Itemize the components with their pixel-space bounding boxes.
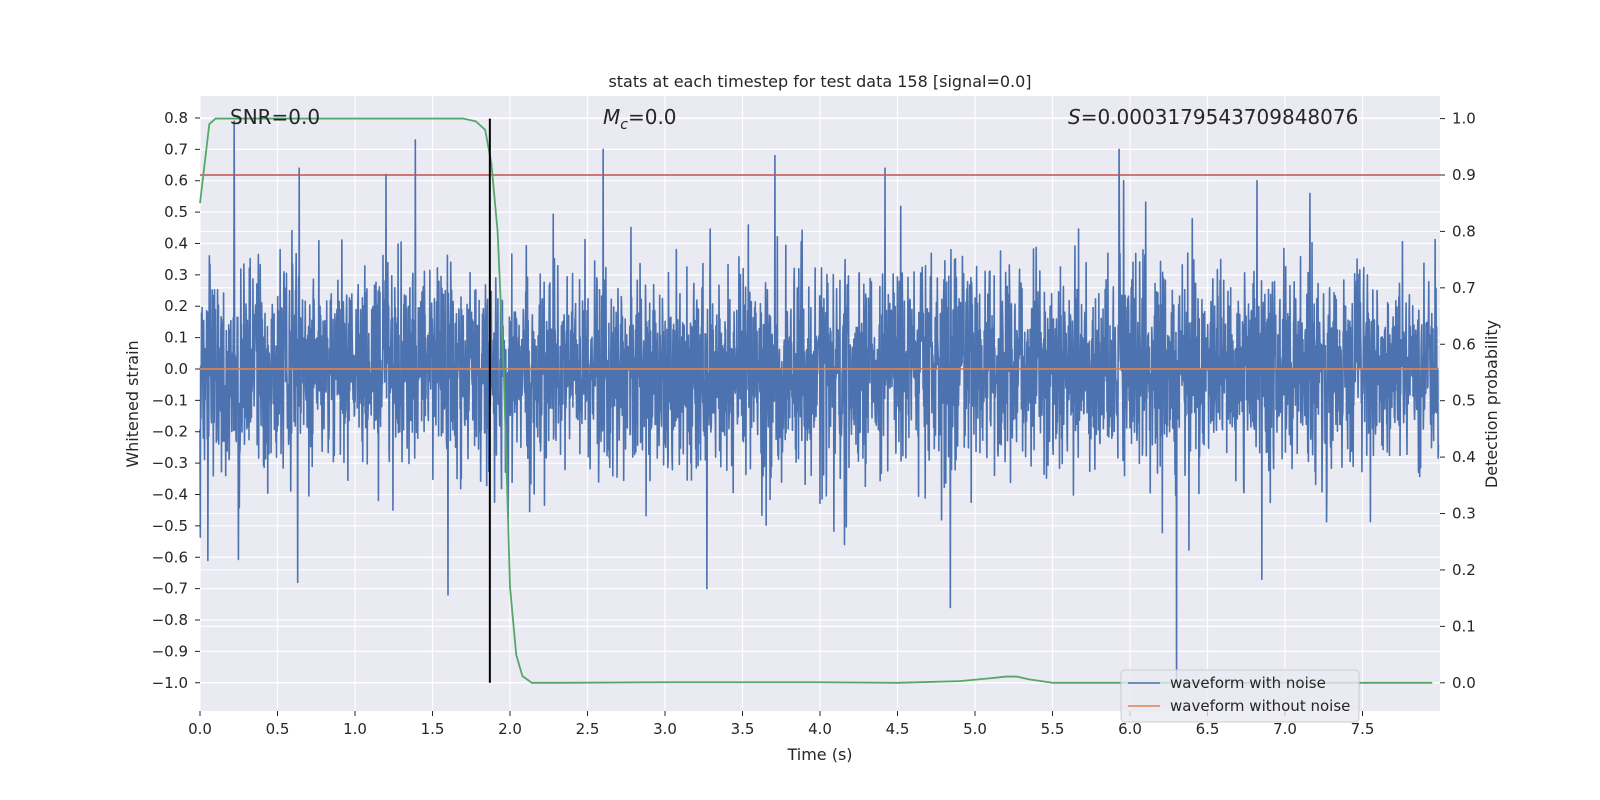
snr-annotation: SNR=0.0: [230, 105, 320, 129]
y-left-tick-label: 0.3: [164, 266, 188, 284]
y-right-tick-label: 0.2: [1452, 561, 1476, 579]
y-axis-left-label: Whitened strain: [123, 340, 142, 467]
series-waveform-with-noise: [199, 120, 1440, 684]
x-tick-label: 3.0: [653, 720, 677, 738]
y-left-tick-label: 0.7: [164, 140, 188, 158]
x-tick-label: 0.0: [188, 720, 212, 738]
score-symbol: S: [1068, 105, 1081, 129]
legend: waveform with noise waveform without noi…: [1120, 669, 1360, 723]
x-tick-label: 2.5: [576, 720, 600, 738]
y-left-tick-label: −0.5: [152, 517, 188, 535]
score-annotation: S=0.0003179543709848076: [1068, 105, 1358, 129]
y-axis-right: 1.0 0.9 0.8 0.7 0.6 0.5 0.4 0.3 0.2 0.1 0.0: [1440, 110, 1476, 692]
chirp-mass-subscript: c: [620, 117, 628, 133]
x-tick-label: 4.0: [808, 720, 832, 738]
y-right-tick-label: 0.1: [1452, 617, 1476, 635]
y-axis-left: 0.8 0.7 0.6 0.5 0.4 0.3 0.2 0.1 0.0 −0.1 −0.2 −0.3 −…: [152, 109, 200, 692]
y-right-tick-label: 0.4: [1452, 448, 1476, 466]
chart-title: stats at each timestep for test data 158…: [608, 72, 1031, 91]
y-left-tick-label: −0.3: [152, 454, 188, 472]
x-tick-label: 5.5: [1041, 720, 1065, 738]
chirp-mass-value: =0.0: [628, 105, 677, 129]
legend-box: [1120, 669, 1360, 723]
y-left-tick-label: −0.1: [152, 391, 188, 409]
y-right-tick-label: 0.9: [1452, 166, 1476, 184]
y-left-tick-label: 0.4: [164, 234, 188, 252]
y-left-tick-label: 0.6: [164, 172, 188, 190]
y-right-tick-label: 0.7: [1452, 279, 1476, 297]
series-detection-probability: [199, 117, 1433, 684]
x-tick-label: 6.5: [1196, 720, 1220, 738]
x-axis-label: Time (s): [786, 745, 852, 764]
y-left-tick-label: 0.0: [164, 360, 188, 378]
y-left-tick-label: 0.5: [164, 203, 188, 221]
chirp-mass-annotation: Mc=0.0: [603, 105, 677, 133]
chirp-mass-symbol: M: [603, 105, 620, 129]
y-right-tick-label: 0.0: [1452, 674, 1476, 692]
y-axis-right-label: Detection probability: [1482, 320, 1501, 488]
y-right-tick-label: 0.5: [1452, 392, 1476, 410]
x-tick-label: 3.5: [731, 720, 755, 738]
y-left-tick-label: −0.2: [152, 423, 188, 441]
x-tick-label: 4.5: [886, 720, 910, 738]
x-tick-label: 1.0: [343, 720, 367, 738]
y-left-tick-label: −0.7: [152, 580, 188, 598]
x-tick-label: 7.0: [1273, 720, 1297, 738]
x-tick-label: 0.5: [266, 720, 290, 738]
legend-label-waveform-with-noise: waveform with noise: [1170, 674, 1326, 692]
y-left-tick-label: −0.6: [152, 548, 188, 566]
legend-label-waveform-without-noise: waveform without noise: [1170, 697, 1350, 715]
x-tick-label: 5.0: [963, 720, 987, 738]
y-right-tick-label: 0.6: [1452, 335, 1476, 353]
y-left-tick-label: 0.2: [164, 297, 188, 315]
x-axis: 0.0 0.5 1.0 1.5 2.0 2.5 3.0 3.5 4.0 4.5 5.0 5.5 6.0 6…: [188, 711, 1374, 738]
x-tick-label: 1.5: [421, 720, 445, 738]
y-left-tick-label: −0.4: [152, 485, 188, 503]
y-left-tick-label: 0.8: [164, 109, 188, 127]
y-left-tick-label: −1.0: [152, 674, 188, 692]
detection-probability-line: [199, 117, 1433, 684]
y-right-tick-label: 0.3: [1452, 505, 1476, 523]
x-tick-label: 2.0: [498, 720, 522, 738]
x-tick-label: 6.0: [1118, 720, 1142, 738]
y-left-tick-label: −0.9: [152, 642, 188, 660]
y-left-tick-label: −0.8: [152, 611, 188, 629]
y-right-tick-label: 0.8: [1452, 222, 1476, 240]
x-tick-label: 7.5: [1351, 720, 1375, 738]
score-value: =0.0003179543709848076: [1081, 105, 1359, 129]
y-left-tick-label: 0.1: [164, 329, 188, 347]
waveform-with-noise-line: [199, 120, 1440, 684]
y-right-tick-label: 1.0: [1452, 110, 1476, 128]
